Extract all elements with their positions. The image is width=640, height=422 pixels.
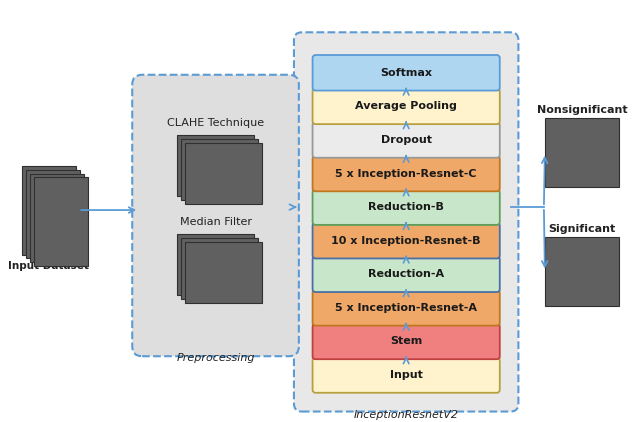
FancyBboxPatch shape (34, 178, 88, 266)
FancyBboxPatch shape (185, 242, 262, 303)
FancyBboxPatch shape (312, 357, 500, 393)
Text: Reduction-B: Reduction-B (368, 202, 444, 212)
Text: Nonsignificant: Nonsignificant (537, 105, 627, 115)
Text: CLAHE Technique: CLAHE Technique (167, 118, 264, 128)
FancyBboxPatch shape (312, 156, 500, 191)
FancyBboxPatch shape (30, 173, 84, 262)
FancyBboxPatch shape (294, 32, 518, 411)
FancyBboxPatch shape (132, 75, 299, 356)
Text: Reduction-A: Reduction-A (368, 269, 444, 279)
FancyBboxPatch shape (26, 170, 80, 258)
Text: Input: Input (390, 370, 422, 380)
FancyBboxPatch shape (312, 122, 500, 158)
Text: Significant: Significant (548, 224, 616, 234)
Text: Median Filter: Median Filter (180, 217, 252, 227)
FancyBboxPatch shape (312, 257, 500, 292)
FancyBboxPatch shape (312, 324, 500, 359)
Text: Preprocessing: Preprocessing (176, 353, 255, 363)
FancyBboxPatch shape (545, 118, 619, 187)
FancyBboxPatch shape (545, 237, 619, 306)
FancyBboxPatch shape (185, 143, 262, 204)
FancyBboxPatch shape (177, 234, 254, 295)
FancyBboxPatch shape (312, 223, 500, 258)
FancyBboxPatch shape (181, 139, 258, 200)
Text: Average Pooling: Average Pooling (355, 101, 457, 111)
FancyBboxPatch shape (22, 165, 76, 254)
Text: InceptionResnetV2: InceptionResnetV2 (354, 410, 459, 419)
Text: 5 x Inception-Resnet-A: 5 x Inception-Resnet-A (335, 303, 477, 313)
Text: 5 x Inception-Resnet-C: 5 x Inception-Resnet-C (335, 168, 477, 179)
Text: 10 x Inception-Resnet-B: 10 x Inception-Resnet-B (332, 235, 481, 246)
FancyBboxPatch shape (181, 238, 258, 299)
FancyBboxPatch shape (312, 290, 500, 326)
FancyBboxPatch shape (312, 189, 500, 225)
FancyBboxPatch shape (312, 55, 500, 91)
FancyBboxPatch shape (177, 135, 254, 196)
Text: Stem: Stem (390, 336, 422, 346)
Text: Input Dataset: Input Dataset (8, 261, 90, 271)
Text: Dropout: Dropout (381, 135, 431, 145)
FancyBboxPatch shape (312, 89, 500, 124)
Text: Softmax: Softmax (380, 68, 432, 78)
